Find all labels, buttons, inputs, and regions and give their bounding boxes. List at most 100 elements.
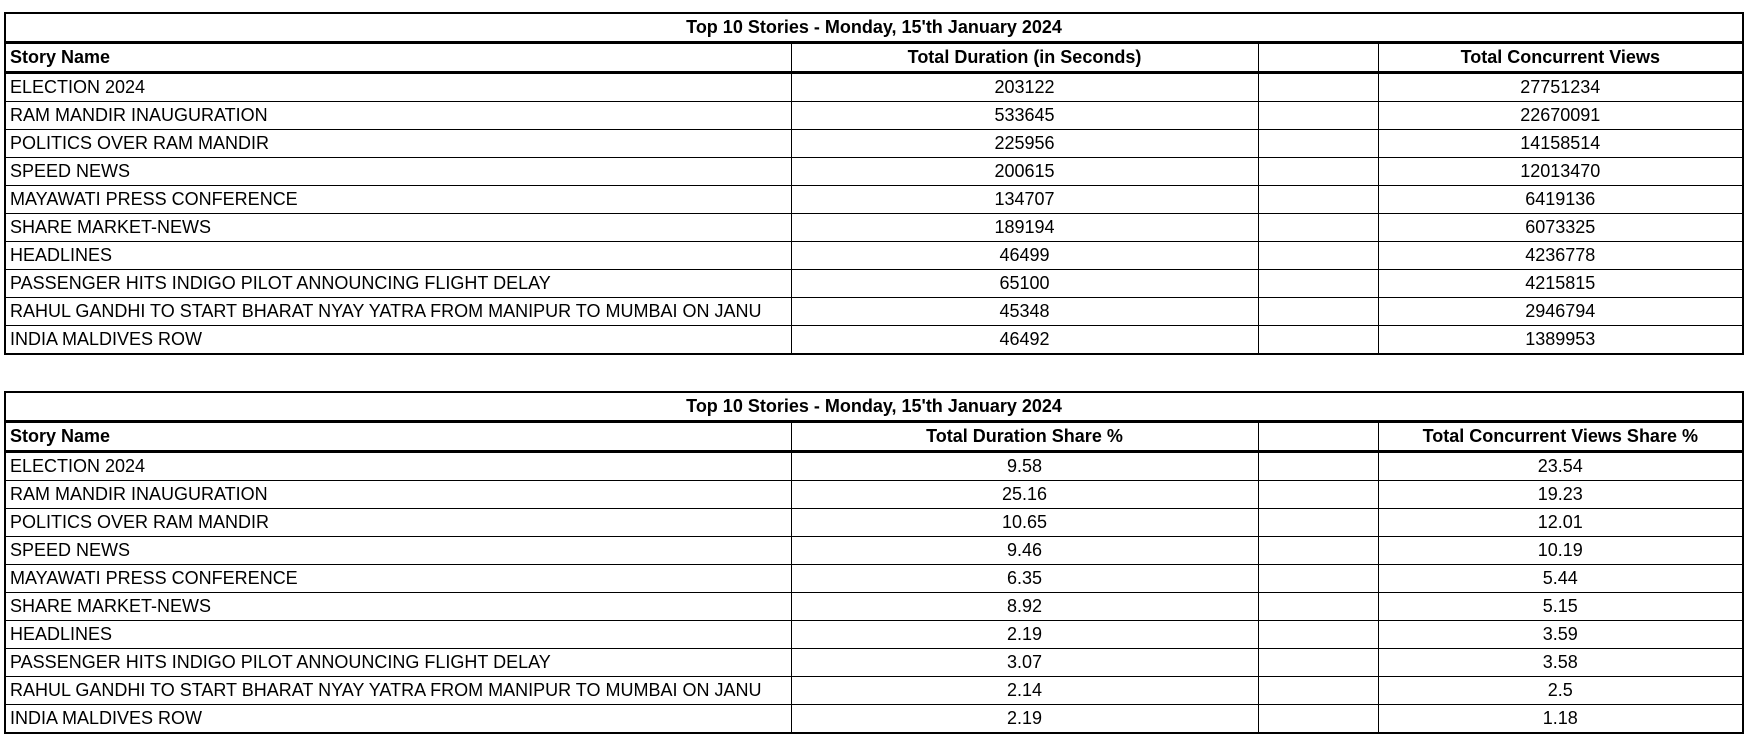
table-header-row: Story Name Total Duration Share % Total … xyxy=(4,421,1744,453)
views-share-cell: 3.58 xyxy=(1377,648,1744,677)
story-name-cell: POLITICS OVER RAM MANDIR xyxy=(4,508,792,537)
spacer-cell xyxy=(1257,676,1379,705)
duration-share-cell: 25.16 xyxy=(790,480,1259,509)
duration-cell: 46492 xyxy=(790,325,1259,355)
table-row: RAM MANDIR INAUGURATION 25.16 19.23 xyxy=(4,480,1744,509)
story-name-cell: RAHUL GANDHI TO START BHARAT NYAY YATRA … xyxy=(4,676,792,705)
views-share-cell: 5.15 xyxy=(1377,592,1744,621)
story-name-cell: PASSENGER HITS INDIGO PILOT ANNOUNCING F… xyxy=(4,648,792,677)
story-name-cell: HEADLINES xyxy=(4,241,792,270)
duration-cell: 134707 xyxy=(790,185,1259,214)
table-row: MAYAWATI PRESS CONFERENCE 134707 6419136 xyxy=(4,185,1744,214)
duration-share-cell: 6.35 xyxy=(790,564,1259,593)
story-name-cell: ELECTION 2024 xyxy=(4,451,792,481)
table-row: ELECTION 2024 203122 27751234 xyxy=(4,72,1744,102)
spacer-cell xyxy=(1257,564,1379,593)
table-row: SPEED NEWS 200615 12013470 xyxy=(4,157,1744,186)
duration-cell: 45348 xyxy=(790,297,1259,326)
story-name-cell: MAYAWATI PRESS CONFERENCE xyxy=(4,564,792,593)
table-title-row: Top 10 Stories - Monday, 15'th January 2… xyxy=(3,391,1745,423)
table-row: POLITICS OVER RAM MANDIR 10.65 12.01 xyxy=(4,508,1744,537)
views-cell: 6419136 xyxy=(1377,185,1744,214)
spacer-cell xyxy=(1257,451,1379,481)
duration-share-cell: 10.65 xyxy=(790,508,1259,537)
story-name-cell: RAHUL GANDHI TO START BHARAT NYAY YATRA … xyxy=(4,297,792,326)
spacer-cell xyxy=(1257,648,1379,677)
story-name-cell: SHARE MARKET-NEWS xyxy=(4,213,792,242)
column-header-total-concurrent-views: Total Concurrent Views xyxy=(1377,42,1744,74)
spacer-cell xyxy=(1257,508,1379,537)
story-name-cell: PASSENGER HITS INDIGO PILOT ANNOUNCING F… xyxy=(4,269,792,298)
views-cell: 22670091 xyxy=(1377,101,1744,130)
spacer-cell xyxy=(1257,241,1379,270)
spacer-cell xyxy=(1257,704,1379,734)
duration-share-cell: 3.07 xyxy=(790,648,1259,677)
story-name-cell: SHARE MARKET-NEWS xyxy=(4,592,792,621)
column-header-story-name: Story Name xyxy=(4,42,792,74)
duration-cell: 200615 xyxy=(790,157,1259,186)
spacer-cell xyxy=(1257,421,1379,453)
spacer-cell xyxy=(1257,325,1379,355)
views-cell: 27751234 xyxy=(1377,72,1744,102)
views-cell: 14158514 xyxy=(1377,129,1744,158)
table-title-row: Top 10 Stories - Monday, 15'th January 2… xyxy=(3,12,1745,44)
story-name-cell: HEADLINES xyxy=(4,620,792,649)
table-row: ELECTION 2024 9.58 23.54 xyxy=(4,451,1744,481)
spacer-cell xyxy=(1257,185,1379,214)
top-stories-table-share: Top 10 Stories - Monday, 15'th January 2… xyxy=(3,391,1745,734)
table-row: RAHUL GANDHI TO START BHARAT NYAY YATRA … xyxy=(4,297,1744,326)
duration-share-cell: 2.14 xyxy=(790,676,1259,705)
views-cell: 4215815 xyxy=(1377,269,1744,298)
story-name-cell: RAM MANDIR INAUGURATION xyxy=(4,480,792,509)
table-row: RAM MANDIR INAUGURATION 533645 22670091 xyxy=(4,101,1744,130)
story-name-cell: POLITICS OVER RAM MANDIR xyxy=(4,129,792,158)
spacer-cell xyxy=(1257,536,1379,565)
spacer-cell xyxy=(1257,620,1379,649)
duration-share-cell: 8.92 xyxy=(790,592,1259,621)
table-title: Top 10 Stories - Monday, 15'th January 2… xyxy=(3,12,1745,44)
story-name-cell: INDIA MALDIVES ROW xyxy=(4,704,792,734)
table-row: SHARE MARKET-NEWS 189194 6073325 xyxy=(4,213,1744,242)
spacer-cell xyxy=(1257,72,1379,102)
views-share-cell: 5.44 xyxy=(1377,564,1744,593)
spacer-cell xyxy=(1257,269,1379,298)
views-share-cell: 10.19 xyxy=(1377,536,1744,565)
duration-cell: 225956 xyxy=(790,129,1259,158)
views-share-cell: 2.5 xyxy=(1377,676,1744,705)
views-cell: 4236778 xyxy=(1377,241,1744,270)
story-name-cell: SPEED NEWS xyxy=(4,157,792,186)
spacer-cell xyxy=(1257,157,1379,186)
table-header-row: Story Name Total Duration (in Seconds) T… xyxy=(4,42,1744,74)
table-row: PASSENGER HITS INDIGO PILOT ANNOUNCING F… xyxy=(4,648,1744,677)
table-row: INDIA MALDIVES ROW 46492 1389953 xyxy=(4,325,1744,355)
table-row: SPEED NEWS 9.46 10.19 xyxy=(4,536,1744,565)
spacer-cell xyxy=(1257,101,1379,130)
story-name-cell: ELECTION 2024 xyxy=(4,72,792,102)
duration-cell: 203122 xyxy=(790,72,1259,102)
story-name-cell: MAYAWATI PRESS CONFERENCE xyxy=(4,185,792,214)
views-cell: 1389953 xyxy=(1377,325,1744,355)
views-cell: 6073325 xyxy=(1377,213,1744,242)
duration-share-cell: 2.19 xyxy=(790,620,1259,649)
table-row: HEADLINES 46499 4236778 xyxy=(4,241,1744,270)
views-share-cell: 23.54 xyxy=(1377,451,1744,481)
story-name-cell: INDIA MALDIVES ROW xyxy=(4,325,792,355)
column-header-views-share: Total Concurrent Views Share % xyxy=(1377,421,1744,453)
spacer-cell xyxy=(1257,129,1379,158)
column-header-duration-share: Total Duration Share % xyxy=(790,421,1259,453)
spacer-cell xyxy=(1257,42,1379,74)
spacer-cell xyxy=(1257,480,1379,509)
story-name-cell: SPEED NEWS xyxy=(4,536,792,565)
story-name-cell: RAM MANDIR INAUGURATION xyxy=(4,101,792,130)
duration-share-cell: 9.46 xyxy=(790,536,1259,565)
column-header-story-name: Story Name xyxy=(4,421,792,453)
top-stories-table-absolute: Top 10 Stories - Monday, 15'th January 2… xyxy=(3,12,1745,355)
table-row: MAYAWATI PRESS CONFERENCE 6.35 5.44 xyxy=(4,564,1744,593)
duration-cell: 46499 xyxy=(790,241,1259,270)
table-row: POLITICS OVER RAM MANDIR 225956 14158514 xyxy=(4,129,1744,158)
table-row: PASSENGER HITS INDIGO PILOT ANNOUNCING F… xyxy=(4,269,1744,298)
duration-share-cell: 9.58 xyxy=(790,451,1259,481)
duration-cell: 65100 xyxy=(790,269,1259,298)
table-row: HEADLINES 2.19 3.59 xyxy=(4,620,1744,649)
